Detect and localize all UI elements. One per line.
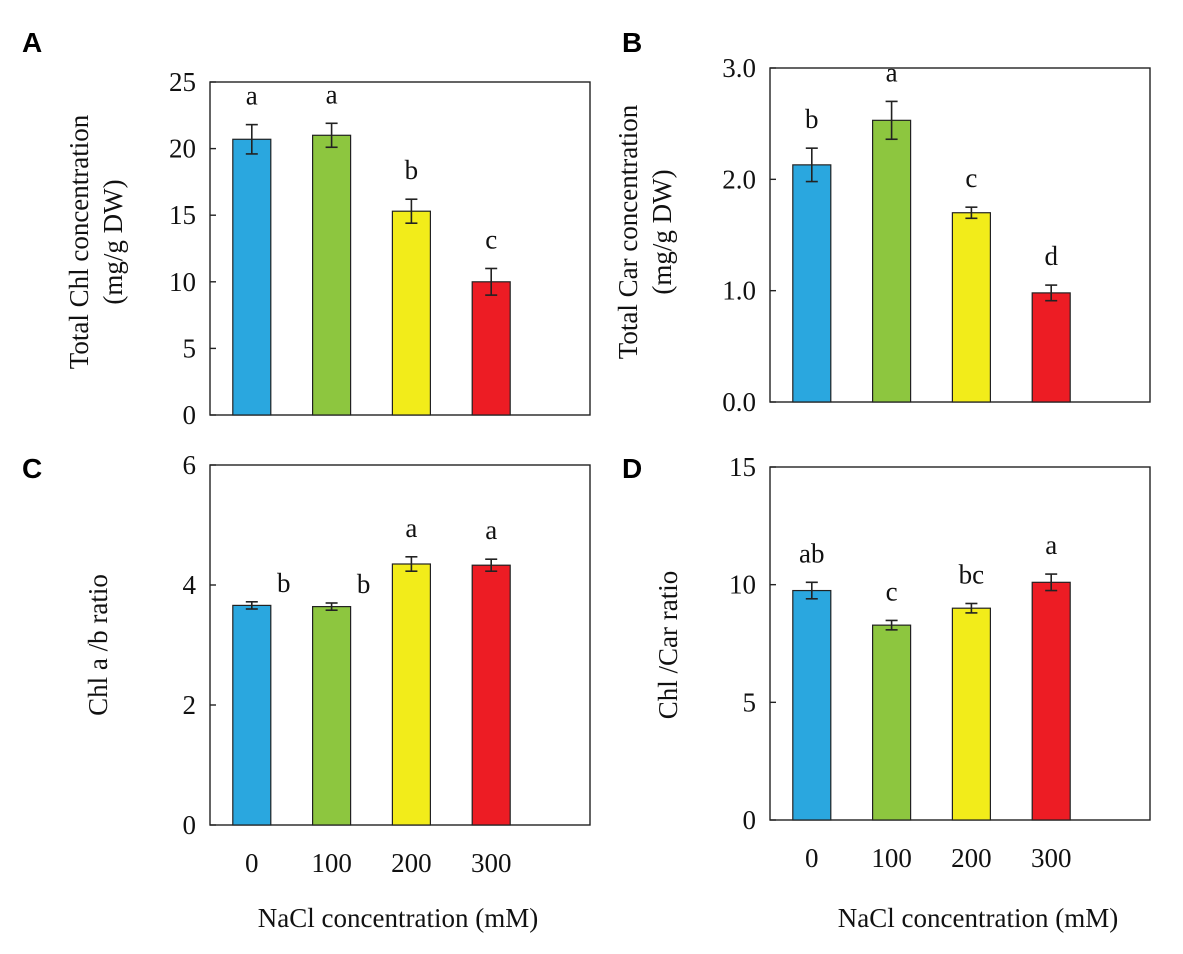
chart-b-sig-letter: a xyxy=(886,57,898,87)
panel-letter-c: C xyxy=(22,453,42,484)
chart-a-ytick-label: 5 xyxy=(183,333,197,363)
chart-b-ytick-label: 0.0 xyxy=(722,387,756,417)
chart-c-sig-letter: b xyxy=(357,569,371,599)
chart-a-sig-letter: b xyxy=(405,155,419,185)
chart-c-xtick-label: 100 xyxy=(311,848,352,878)
chart-c-bar xyxy=(312,605,352,826)
chart-c-bar xyxy=(471,564,511,826)
chart-a-ytick-label: 20 xyxy=(169,134,196,164)
chart-d-sig-letter: c xyxy=(886,576,898,606)
chart-d-xtick-label: 100 xyxy=(871,843,912,873)
chart-d-ytick-label: 15 xyxy=(729,452,756,482)
chart-d-bar xyxy=(1031,581,1071,821)
chart-a-bar xyxy=(471,281,511,416)
chart-b-bar xyxy=(871,119,912,403)
chart-d-sig-letter: ab xyxy=(799,538,824,568)
chart-a-ytick-label: 15 xyxy=(169,200,196,230)
chart-d-xtick-label: 300 xyxy=(1031,843,1072,873)
chart-b-ylabel-line1: Total Car concentration xyxy=(613,104,643,359)
chart-b-bar xyxy=(1031,292,1071,403)
chart-b-ytick-label: 1.0 xyxy=(722,276,756,306)
chart-b-bar xyxy=(792,164,832,403)
panel-letter-a: A xyxy=(22,27,42,58)
chart-b-ytick-label: 2.0 xyxy=(722,164,756,194)
chart-b-bar xyxy=(951,212,992,403)
chart-a-ytick-label: 10 xyxy=(169,267,196,297)
chart-d-bar xyxy=(871,624,912,821)
panel-b: B 0.0 1.0 2.0 3.0 b a c d Total Car concentrati… xyxy=(613,27,1151,417)
chart-a-bar xyxy=(232,138,272,416)
chart-c-axes: 0 2 4 6 b 0 b 100 a 200 a 300 xyxy=(183,450,591,878)
chart-d-sig-letter: a xyxy=(1045,530,1057,560)
chart-c-sig-letter: b xyxy=(277,568,291,598)
chart-a-ylabel-line2: (mg/g DW) xyxy=(98,179,128,304)
panel-c: C 0 2 4 6 b 0 b 100 a 200 a 300 Chl a /b ratio NaCl… xyxy=(22,450,591,933)
chart-b-ylabel-line2: (mg/g DW) xyxy=(647,169,677,294)
chart-d-xtick-label: 0 xyxy=(805,843,819,873)
chart-c-sig-letter: a xyxy=(485,515,497,545)
chart-c-ytick-label: 4 xyxy=(183,570,197,600)
chart-b-sig-letter: c xyxy=(965,163,977,193)
chart-b-sig-letter: d xyxy=(1044,241,1058,271)
chart-a-ylabel-line1: Total Chl concentration xyxy=(64,114,94,369)
chart-c-xtick-label: 0 xyxy=(245,848,259,878)
chart-c-ylabel: Chl a /b ratio xyxy=(83,574,113,716)
chart-c-ytick-label: 2 xyxy=(183,690,197,720)
chart-b-ytick-label: 3.0 xyxy=(722,53,756,83)
chart-d-ytick-label: 10 xyxy=(729,570,756,600)
chart-d-ylabel: Chl /Car ratio xyxy=(653,571,683,719)
chart-d-sig-letter: bc xyxy=(959,559,985,589)
chart-d-ytick-label: 5 xyxy=(743,687,757,717)
panel-letter-b: B xyxy=(622,27,642,58)
chart-d-bar xyxy=(792,589,832,821)
chart-a-axes: 0 5 10 15 20 25 a a b c xyxy=(169,67,591,430)
chart-b-axes: 0.0 1.0 2.0 3.0 b a c d xyxy=(722,53,1151,417)
chart-c-xtick-label: 300 xyxy=(471,848,512,878)
chart-b-sig-letter: b xyxy=(805,104,819,134)
chart-d-xtick-label: 200 xyxy=(951,843,992,873)
chart-a-sig-letter: a xyxy=(246,81,258,111)
chart-c-xlabel: NaCl concentration (mM) xyxy=(258,903,538,933)
panel-a: A 0 5 10 15 20 25 a a b c Total Chl concentration… xyxy=(22,27,591,430)
chart-c-bar xyxy=(232,604,272,826)
chart-a-sig-letter: c xyxy=(485,224,497,254)
chart-c-xtick-label: 200 xyxy=(391,848,432,878)
chart-d-axes: 0 5 10 15 ab 0 c 100 bc 200 a 300 xyxy=(729,452,1151,873)
chart-d-xlabel: NaCl concentration (mM) xyxy=(838,903,1118,933)
chart-c-ytick-label: 6 xyxy=(183,450,197,480)
chart-d-bar xyxy=(951,607,992,821)
chart-c-ytick-label: 0 xyxy=(183,810,197,840)
chart-a-sig-letter: a xyxy=(326,79,338,109)
chart-d-ytick-label: 0 xyxy=(743,805,757,835)
chart-a-ytick-label: 25 xyxy=(169,67,196,97)
panel-letter-d: D xyxy=(622,453,642,484)
chart-c-bar xyxy=(391,563,431,826)
chart-c-sig-letter: a xyxy=(405,513,417,543)
chart-a-bar xyxy=(312,134,352,416)
chart-a-bar xyxy=(391,210,431,416)
chart-a-ytick-label: 0 xyxy=(183,400,197,430)
